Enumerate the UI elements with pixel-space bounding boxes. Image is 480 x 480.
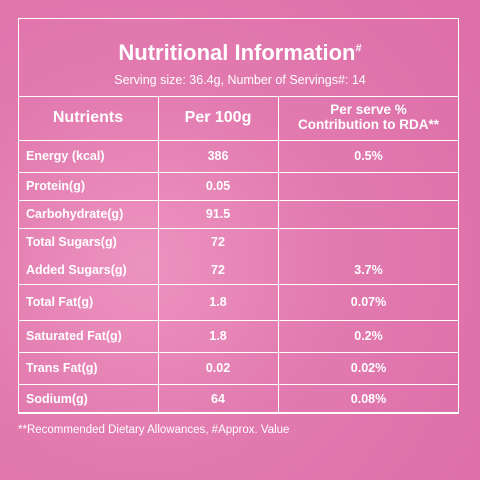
row-line [18, 172, 459, 174]
column-header: Nutrients [52, 109, 124, 126]
cell-nutrient: Saturated Fat(g) [26, 329, 122, 343]
cell-rda: 0.07% [350, 295, 387, 309]
cell-nutrient: Total Fat(g) [26, 295, 94, 309]
cell-rda: 0.02% [350, 361, 387, 375]
cell-per-100g: 0.02 [205, 361, 231, 375]
row-line [18, 320, 459, 322]
row-line [18, 200, 459, 202]
cell-per-100g: 1.8 [209, 295, 227, 309]
cell-nutrient: Sodium(g) [26, 391, 88, 406]
cell-nutrient: Added Sugars(g) [26, 263, 127, 277]
row-line [18, 413, 459, 415]
cell-per-100g: 386 [207, 149, 229, 163]
cell-per-100g: 72 [211, 235, 225, 249]
cell-nutrient: Total Sugars(g) [26, 235, 117, 249]
cell-per-100g: 0.05 [205, 179, 231, 193]
cell-nutrient: Carbohydrate(g) [26, 207, 124, 221]
cell-per-100g: 91.5 [205, 207, 231, 221]
cell-per-100g: 72 [211, 263, 225, 277]
subtitle: Serving size: 36.4g, Number of Servings#… [114, 73, 366, 87]
cell-rda: 0.08% [350, 391, 387, 406]
column-header: Per 100g [184, 109, 252, 126]
cell-rda: 3.7% [354, 263, 383, 277]
row-line [18, 384, 459, 386]
header-cell [18, 96, 459, 141]
row-line [18, 352, 459, 354]
cell-per-100g: 1.8 [209, 329, 227, 343]
cell-nutrient: Energy (kcal) [26, 149, 105, 163]
column-divider [158, 96, 160, 413]
title-text: Nutritional Information [118, 40, 356, 65]
cell-nutrient: Protein(g) [26, 179, 86, 193]
row-line [18, 228, 459, 230]
cell-nutrient: Trans Fat(g) [26, 361, 98, 375]
cell-per-100g: 64 [211, 391, 225, 406]
column-header: Contribution to RDA** [298, 117, 439, 132]
title: Nutritional Information# [0, 40, 480, 66]
footnote: **Recommended Dietary Allowances, #Appro… [18, 424, 290, 436]
row-line [18, 284, 459, 286]
cell-rda: 0.5% [354, 149, 383, 163]
title-mark: # [355, 42, 362, 55]
cell-rda: 0.2% [354, 329, 383, 343]
column-header: Per serve % [330, 102, 407, 117]
column-divider [278, 96, 280, 413]
table-frame [18, 18, 459, 413]
